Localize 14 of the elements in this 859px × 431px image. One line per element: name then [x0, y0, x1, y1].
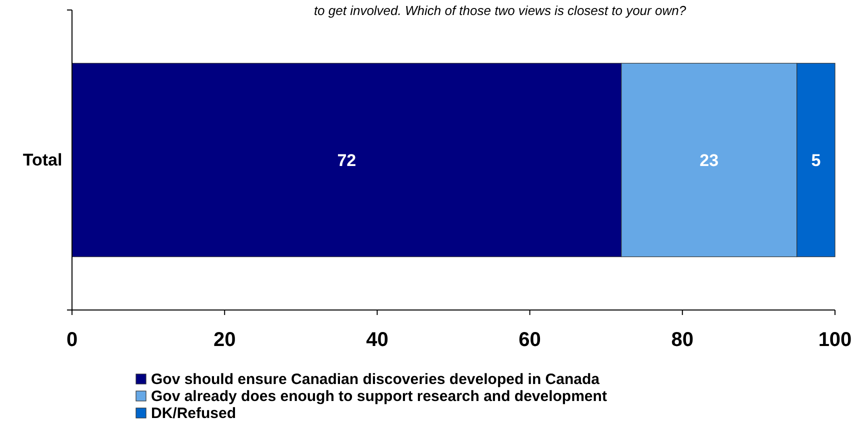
y-tick-label: Total	[22, 150, 62, 170]
x-tick-label: 40	[366, 329, 388, 351]
legend-label: DK/Refused	[151, 405, 236, 422]
x-tick-label: 20	[213, 329, 236, 351]
chart-title: to get involved. Which of those two views is closest to your own?	[314, 3, 687, 18]
data-label: 5	[811, 151, 821, 170]
x-tick-label: 80	[671, 329, 694, 351]
x-tick-label: 60	[518, 329, 541, 351]
data-label: 72	[337, 151, 356, 170]
legend-label: Gov already does enough to support research and development	[151, 388, 607, 405]
x-tick-label: 0	[66, 329, 78, 351]
x-tick-label: 100	[818, 329, 852, 351]
data-label: 23	[700, 151, 719, 170]
legend-label: Gov should ensure Canadian discoveries developed in Canada	[151, 371, 600, 388]
